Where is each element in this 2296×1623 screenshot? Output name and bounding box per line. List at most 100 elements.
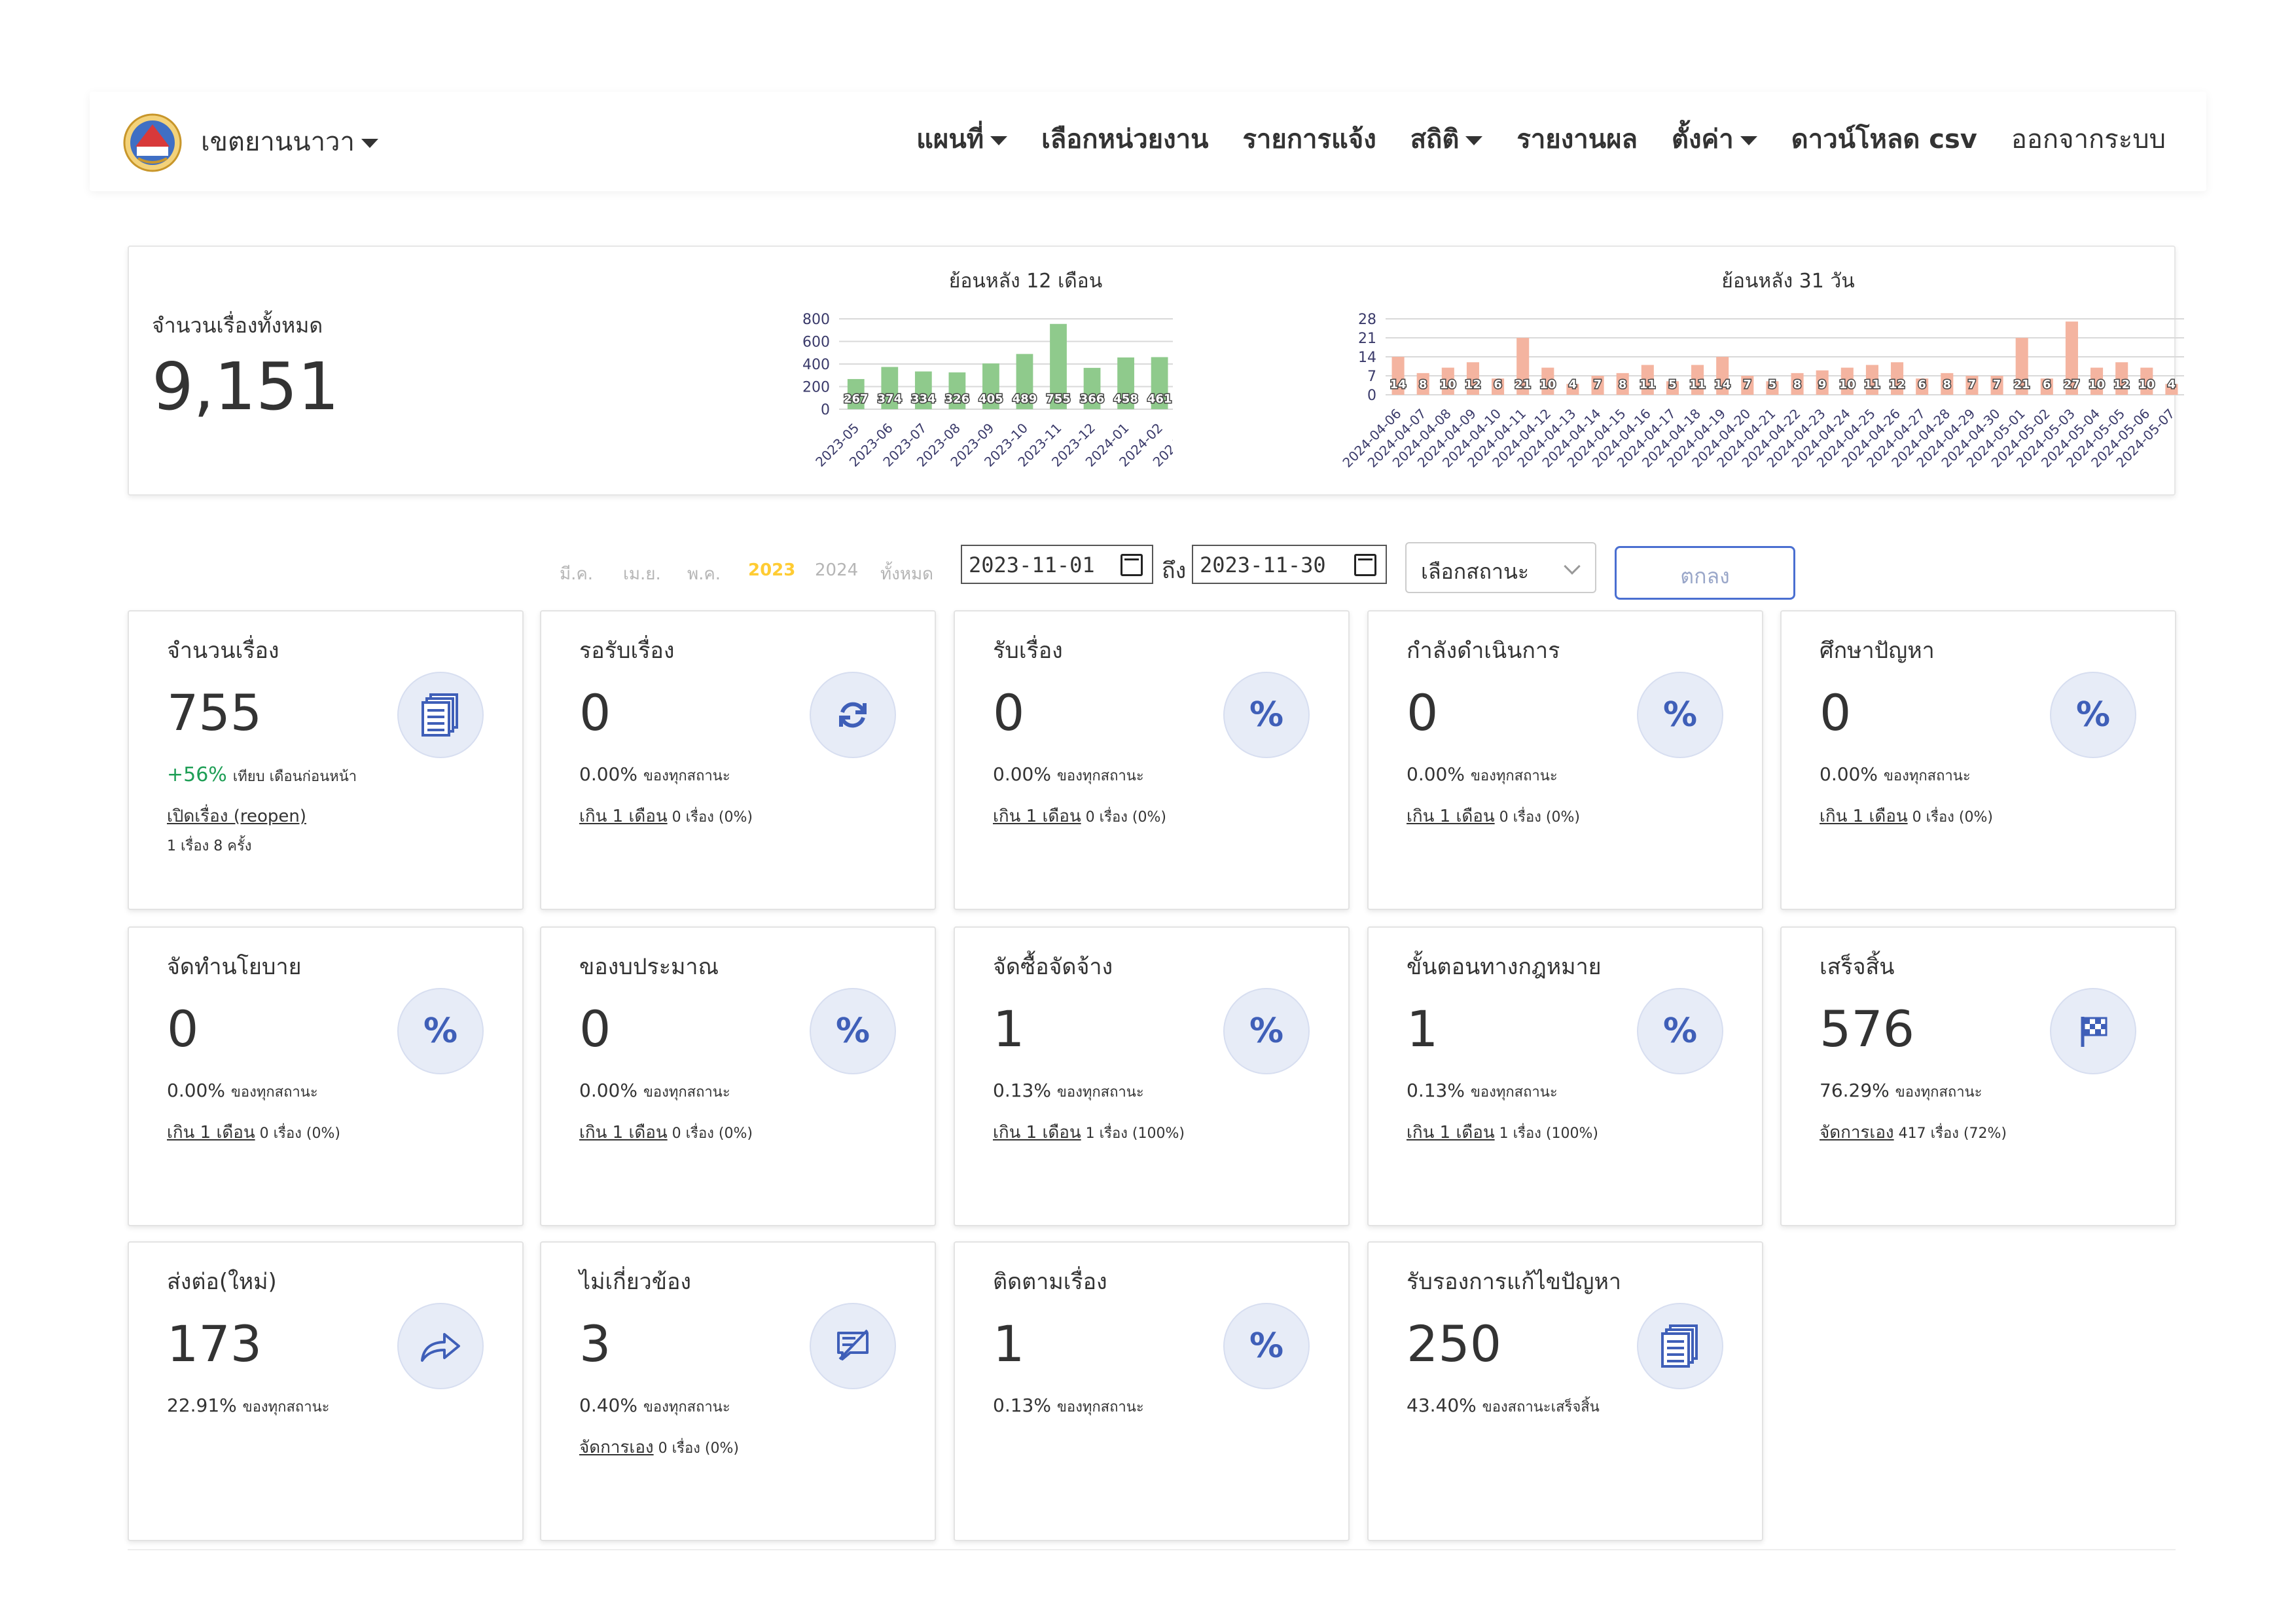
status-select[interactable]: เลือกสถานะ	[1405, 542, 1596, 593]
bar[interactable]	[1566, 384, 1579, 395]
nav-item-3[interactable]: สถิติ	[1410, 118, 1483, 160]
card-link[interactable]: เกิน 1 เดือน	[1407, 807, 1495, 826]
period-chip[interactable]: มี.ค.	[560, 564, 594, 584]
bar[interactable]	[2015, 338, 2028, 395]
brand-dropdown[interactable]: เขตยานนาวา	[201, 120, 378, 162]
bar[interactable]	[982, 363, 999, 409]
bar[interactable]	[1766, 381, 1779, 395]
bar[interactable]	[1516, 338, 1530, 395]
bar[interactable]	[2090, 367, 2104, 395]
status-card[interactable]: ของบประมาณ 0 % 0.00% ของทุกสถานะ เกิน 1 เด…	[540, 926, 936, 1226]
bar[interactable]	[1965, 376, 1979, 395]
bar[interactable]	[1716, 357, 1729, 395]
y-tick-label: 400	[802, 357, 830, 373]
period-chip[interactable]: พ.ค.	[687, 564, 721, 584]
bar[interactable]	[1941, 373, 1954, 395]
bar[interactable]	[1416, 373, 1429, 395]
bar[interactable]	[1151, 357, 1168, 409]
bar[interactable]	[1666, 381, 1679, 395]
nav-item-5[interactable]: ตั้งค่า	[1672, 118, 1757, 160]
bar[interactable]	[1741, 376, 1754, 395]
bar[interactable]	[1050, 323, 1067, 409]
bar[interactable]	[1492, 378, 1505, 395]
bar[interactable]	[1641, 365, 1654, 395]
status-card[interactable]: ขั้นตอนทางกฎหมาย 1 % 0.13% ของทุกสถานะ เกิ…	[1367, 926, 1763, 1226]
bar[interactable]	[2065, 321, 2078, 395]
bar[interactable]	[847, 378, 865, 409]
bar[interactable]	[1616, 373, 1629, 395]
bar[interactable]	[1916, 378, 1929, 395]
bar[interactable]	[1016, 354, 1033, 409]
bar[interactable]	[1083, 367, 1101, 409]
calendar-icon[interactable]	[1121, 554, 1143, 576]
nav-item-4[interactable]: รายงานผล	[1516, 118, 1638, 160]
card-link[interactable]: เกิน 1 เดือน	[993, 807, 1081, 826]
bar[interactable]	[1990, 376, 2003, 395]
percent-icon: %	[1223, 988, 1310, 1074]
card-link[interactable]: เปิดเรื่อง (reopen)	[167, 807, 306, 826]
status-card[interactable]: ไม่เกี่ยวข้อง 3 0.40% ของทุกสถานะ จัดการเ…	[540, 1241, 936, 1541]
footer-divider	[128, 1549, 2176, 1550]
card-link[interactable]: เกิน 1 เดือน	[167, 1123, 255, 1142]
bar[interactable]	[1691, 365, 1704, 395]
card-link-detail: 0 เรื่อง (0%)	[672, 809, 753, 826]
nav-item-6[interactable]: ดาวน์โหลด csv	[1791, 118, 1977, 160]
bar[interactable]	[2165, 384, 2178, 395]
card-link[interactable]: เกิน 1 เดือน	[993, 1123, 1081, 1142]
status-card[interactable]: เสร็จสิ้น 576 76.29% ของทุกสถานะ จัดการเอ…	[1780, 926, 2176, 1226]
bar[interactable]	[1441, 367, 1454, 395]
checkered-flag-icon	[2050, 988, 2136, 1074]
nav-item-7[interactable]: ออกจากระบบ	[2011, 118, 2166, 160]
bar[interactable]	[1865, 365, 1878, 395]
status-card[interactable]: จัดซื้อจัดจ้าง 1 % 0.13% ของทุกสถานะ เกิน …	[954, 926, 1350, 1226]
nav-item-2[interactable]: รายการแจ้ง	[1242, 118, 1376, 160]
bar[interactable]	[1840, 367, 1854, 395]
district-seal-logo[interactable]	[122, 113, 183, 173]
bar-value-label: 10	[1539, 378, 1556, 392]
status-card[interactable]: ศึกษาปัญหา 0 % 0.00% ของทุกสถานะ เกิน 1 เด…	[1780, 610, 2176, 910]
bar[interactable]	[1891, 362, 1904, 395]
ok-button[interactable]: ตกลง	[1615, 546, 1795, 600]
percent-line: 0.00% ของทุกสถานะ	[167, 1080, 318, 1103]
bar[interactable]	[1816, 370, 1829, 395]
status-card[interactable]: รับรองการแก้ไขปัญหา 250 43.40% ของสถานะเ…	[1367, 1241, 1763, 1541]
card-link[interactable]: เกิน 1 เดือน	[1820, 807, 1908, 826]
nav-item-1[interactable]: เลือกหน่วยงาน	[1041, 118, 1208, 160]
card-link[interactable]: เกิน 1 เดือน	[1407, 1123, 1495, 1142]
bar[interactable]	[948, 372, 966, 409]
bar[interactable]	[1391, 357, 1405, 395]
percent-line: 0.13% ของทุกสถานะ	[993, 1080, 1144, 1103]
status-card[interactable]: จำนวนเรื่อง 755 +56% เทียบ เดือนก่อนหน้า…	[128, 610, 524, 910]
date-from-input[interactable]: 2023-11-01	[961, 545, 1153, 584]
status-card[interactable]: ติดตามเรื่อง 1 % 0.13% ของทุกสถานะ	[954, 1241, 1350, 1541]
card-link[interactable]: เกิน 1 เดือน	[579, 807, 668, 826]
period-chip[interactable]: 2024	[815, 560, 859, 580]
period-chip[interactable]: เม.ย.	[623, 564, 661, 584]
status-card[interactable]: ส่งต่อ(ใหม่) 173 22.91% ของทุกสถานะ	[128, 1241, 524, 1541]
bar[interactable]	[1591, 376, 1604, 395]
bar[interactable]	[2140, 367, 2153, 395]
period-chip[interactable]: 2023	[748, 560, 796, 580]
date-to-input[interactable]: 2023-11-30	[1192, 545, 1387, 584]
bar[interactable]	[881, 367, 899, 409]
card-link[interactable]: เกิน 1 เดือน	[579, 1123, 668, 1142]
bar[interactable]	[914, 371, 932, 409]
percent-line: 0.13% ของทุกสถานะ	[993, 1395, 1144, 1418]
bar[interactable]	[1466, 362, 1479, 395]
status-card[interactable]: กำลังดำเนินการ 0 % 0.00% ของทุกสถานะ เกิน …	[1367, 610, 1763, 910]
bar[interactable]	[2040, 378, 2053, 395]
status-card[interactable]: รอรับเรื่อง 0 0.00% ของทุกสถานะ เกิน 1 เด…	[540, 610, 936, 910]
period-chip[interactable]: ทั้งหมด	[880, 564, 933, 584]
bar[interactable]	[1117, 357, 1134, 409]
calendar-icon[interactable]	[1354, 554, 1376, 576]
status-card[interactable]: จัดทำนโยบาย 0 % 0.00% ของทุกสถานะ เกิน 1 เ…	[128, 926, 524, 1226]
card-title: ติดตามเรื่อง	[993, 1269, 1107, 1295]
bar[interactable]	[1791, 373, 1804, 395]
bar[interactable]	[2115, 362, 2128, 395]
nav-item-0[interactable]: แผนที่	[916, 118, 1008, 160]
nav-item-label: เลือกหน่วยงาน	[1041, 124, 1209, 155]
card-link[interactable]: จัดการเอง	[579, 1438, 654, 1457]
card-link[interactable]: จัดการเอง	[1820, 1123, 1894, 1142]
status-card[interactable]: รับเรื่อง 0 % 0.00% ของทุกสถานะ เกิน 1 เดื…	[954, 610, 1350, 910]
bar[interactable]	[1541, 367, 1554, 395]
